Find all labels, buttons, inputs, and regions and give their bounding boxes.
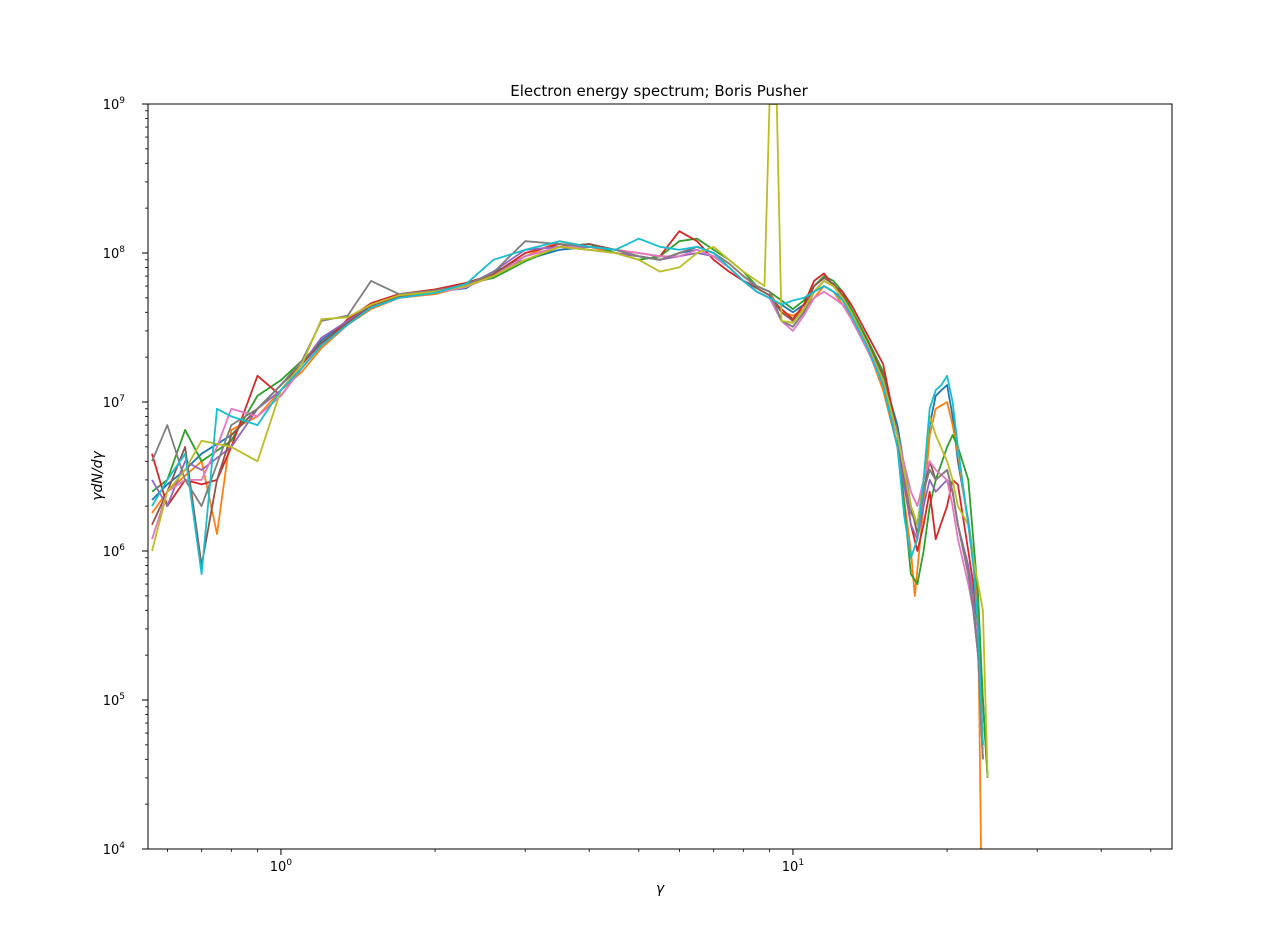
plot-frame [147,103,1173,850]
x-tick-exponent: 1 [798,858,804,868]
x-tick-exponent: 0 [286,858,292,868]
y-tick-exponent: 8 [119,245,125,255]
series-line-10 [151,237,984,745]
y-tick-exponent: 9 [119,96,125,106]
y-axis-label: γdN/dγ [90,451,106,501]
y-tick-exponent: 7 [119,394,125,404]
y-tick-exponent: 4 [119,841,125,851]
chart-title: Electron energy spectrum; Boris Pusher [510,82,808,100]
y-tick-exponent: 5 [119,692,125,702]
x-axis-label: γ [656,881,665,897]
series-line-9 [151,104,989,778]
series-lines [151,104,989,849]
y-tick-exponent: 6 [119,543,125,553]
